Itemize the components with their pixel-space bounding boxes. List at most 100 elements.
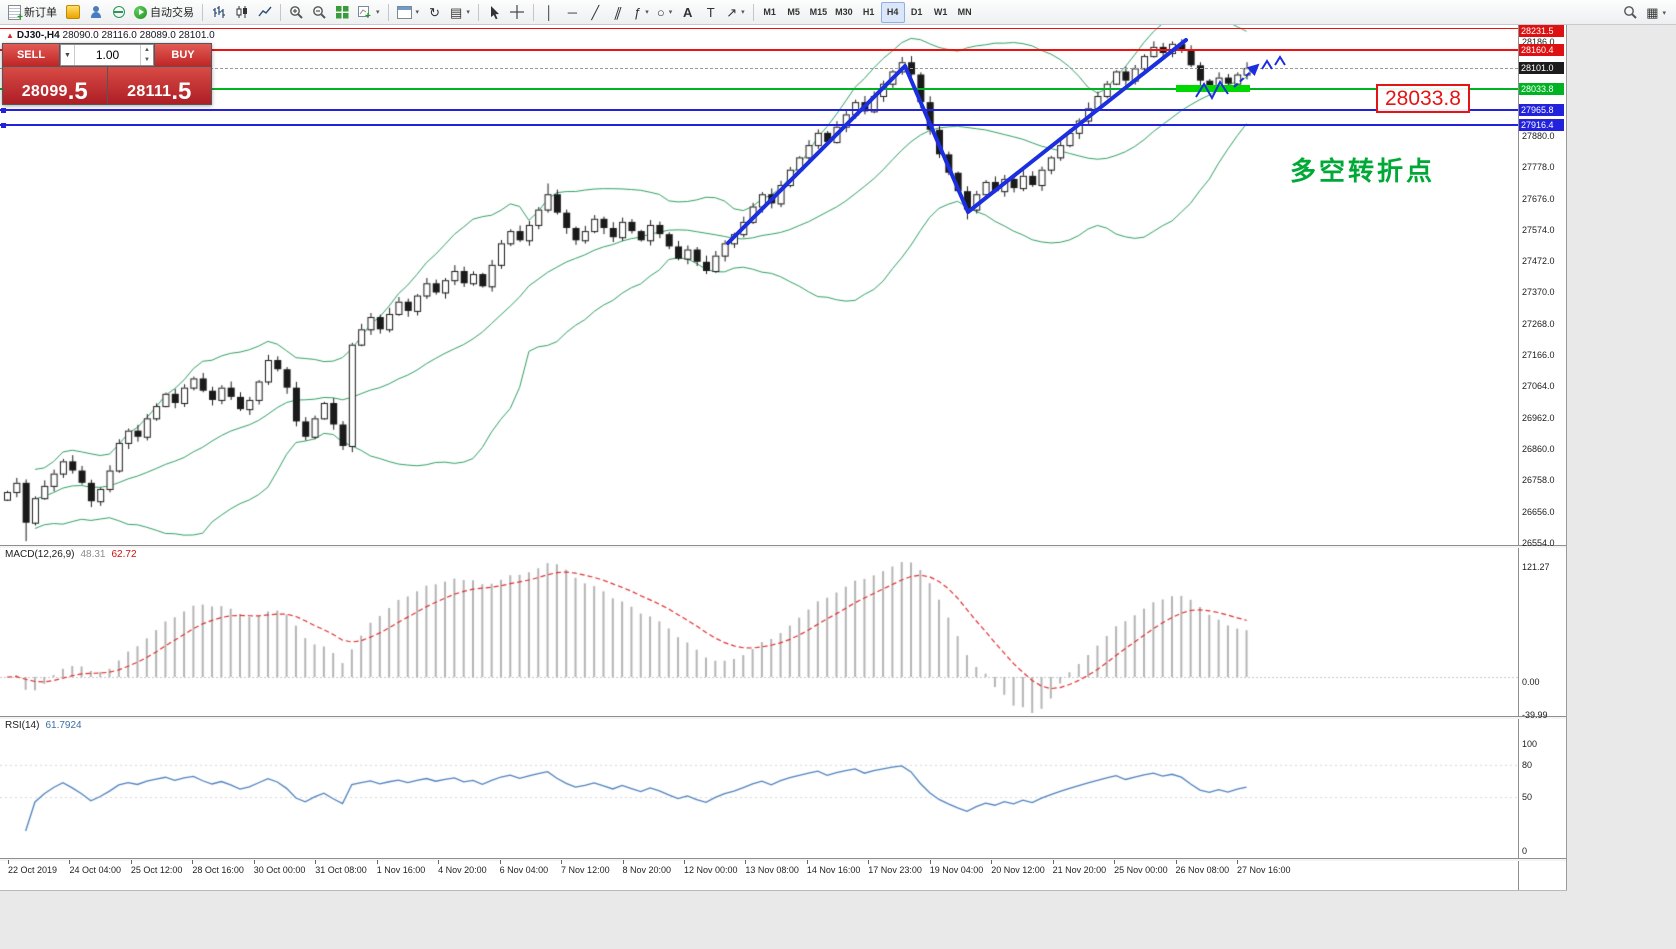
- time-axis[interactable]: [0, 860, 1566, 890]
- price-axis[interactable]: [1518, 25, 1566, 890]
- dropdown-caret-icon: ▾: [415, 9, 420, 16]
- timeframe-h1-button[interactable]: H1: [857, 2, 881, 23]
- rsi-indicator-label: RSI(14) 61.7924: [5, 720, 82, 731]
- new-chart-button[interactable]: ▾: [393, 2, 424, 23]
- text-label-tool-button[interactable]: T: [699, 2, 722, 23]
- lot-size-input[interactable]: [75, 45, 140, 65]
- auto-trading-button[interactable]: 自动交易: [130, 2, 198, 23]
- price-axis-label: 27472.0: [1522, 256, 1555, 267]
- time-axis-label: 8 Nov 20:00: [622, 865, 672, 875]
- templates-button[interactable]: ▤ ▾: [446, 2, 474, 23]
- text-tool-button[interactable]: A: [676, 2, 699, 23]
- hline-28231.5[interactable]: [0, 28, 1518, 29]
- price-chart-canvas[interactable]: [0, 25, 1518, 547]
- accounts-button[interactable]: [84, 2, 107, 23]
- timeframe-h4-button[interactable]: H4: [880, 1, 905, 23]
- time-axis-tick: [1237, 860, 1238, 864]
- charts-menu-button[interactable]: ▦ ▾: [1642, 2, 1670, 23]
- timeframe-m5-button[interactable]: M5: [782, 2, 806, 23]
- timeframe-m30-button[interactable]: M30: [831, 2, 857, 23]
- refresh-button[interactable]: ↻: [423, 2, 446, 23]
- crosshair-tool-button[interactable]: [506, 2, 529, 23]
- price-tag-27916.4: 27916.4: [1519, 118, 1564, 131]
- tile-windows-button[interactable]: [331, 2, 354, 23]
- hline-27916.4[interactable]: [0, 122, 1518, 128]
- macd-axis-label: 0.00: [1522, 677, 1540, 687]
- rsi-panel-divider[interactable]: [0, 716, 1566, 719]
- search-button[interactable]: [1619, 2, 1642, 23]
- refresh-icon: ↻: [429, 4, 440, 20]
- bar-chart-type-button[interactable]: [207, 2, 230, 23]
- timeframe-m1-button[interactable]: M1: [758, 2, 782, 23]
- lot-increase-button[interactable]: ▲: [144, 47, 150, 53]
- zoom-in-button[interactable]: [285, 2, 308, 23]
- macd-panel-divider[interactable]: [0, 545, 1566, 548]
- price-axis-label: 27370.0: [1522, 287, 1555, 298]
- cursor-tool-button[interactable]: [483, 2, 506, 23]
- timeframe-d1-button[interactable]: D1: [905, 2, 929, 23]
- price-axis-label: 26860.0: [1522, 444, 1555, 455]
- timeframe-w1-button[interactable]: W1: [929, 2, 953, 23]
- trendline-tool-button[interactable]: ╱: [584, 2, 607, 23]
- sell-price-panel[interactable]: 28099.5: [3, 67, 107, 104]
- toolbar-right-group: ▦ ▾: [1619, 2, 1670, 23]
- line-handle[interactable]: [1, 122, 6, 128]
- time-axis-label: 27 Nov 16:00: [1237, 865, 1291, 875]
- buy-price-panel[interactable]: 28111.5: [107, 67, 211, 105]
- time-axis-tick: [1175, 860, 1177, 864]
- community-button[interactable]: [107, 2, 130, 23]
- time-axis-divider[interactable]: [0, 858, 1566, 861]
- fibonacci-tool-button[interactable]: ƒ ▾: [630, 2, 653, 23]
- line-chart-type-button[interactable]: [253, 2, 276, 23]
- price-tag-28101.0: 28101.0: [1519, 62, 1564, 75]
- rsi-value: 61.7924: [45, 720, 82, 731]
- buy-price-fraction: .5: [171, 78, 192, 105]
- line-handle[interactable]: [1, 107, 6, 113]
- hline-28101[interactable]: [0, 68, 1518, 70]
- sell-button[interactable]: SELL: [3, 44, 59, 66]
- buy-button[interactable]: BUY: [155, 44, 211, 66]
- time-axis-tick: [499, 860, 501, 864]
- hline-27965.8[interactable]: [0, 107, 1518, 113]
- price-tag-28231.5: 28231.5: [1519, 25, 1564, 37]
- arrows-tool-button[interactable]: ↗ ▾: [722, 2, 748, 23]
- indicators-button[interactable]: + ▾: [354, 2, 384, 23]
- new-chart-icon: [396, 5, 412, 19]
- time-axis-tick: [69, 860, 71, 864]
- time-axis-label: 28 Oct 16:00: [192, 865, 244, 875]
- price-axis-label: 26554.0: [1522, 538, 1555, 548]
- timeframe-m15-button[interactable]: M15: [806, 2, 832, 23]
- candlestick-chart-type-button[interactable]: [230, 2, 253, 23]
- macd-canvas[interactable]: [0, 547, 1518, 716]
- vertical-line-tool-button[interactable]: │: [538, 2, 561, 23]
- chart-window: ▲ DJ30-,H4 28090.0 28116.0 28089.0 28101.…: [0, 25, 1567, 890]
- rsi-canvas[interactable]: [0, 718, 1518, 858]
- horizontal-line-icon: ─: [567, 4, 577, 20]
- new-order-button[interactable]: 新订单: [4, 2, 61, 23]
- fibonacci-icon: ƒ: [633, 4, 642, 20]
- channel-tool-button[interactable]: ∥: [607, 2, 630, 23]
- timeframe-mn-button[interactable]: MN: [953, 2, 977, 23]
- lot-decrease-button[interactable]: ▼: [144, 57, 150, 63]
- shapes-tool-button[interactable]: ○ ▾: [653, 2, 676, 23]
- horizontal-line-tool-button[interactable]: ─: [561, 2, 584, 23]
- macd-axis-label: 121.27: [1522, 562, 1550, 572]
- price-callout-label[interactable]: 28033.8: [1376, 84, 1470, 113]
- tile-grid-icon: [336, 5, 349, 18]
- candlestick-icon: [236, 6, 247, 18]
- hline-28160.4[interactable]: [0, 48, 1518, 51]
- zoom-out-icon: [313, 5, 326, 19]
- trendline-icon: ╱: [591, 4, 600, 20]
- zoom-out-button[interactable]: [308, 2, 331, 23]
- workspace-background: [0, 890, 1567, 949]
- crosshair-icon: [510, 5, 525, 19]
- timeframe-toolbar: M1 M5 M15 M30 H1 H4 D1 W1 MN: [758, 1, 977, 23]
- turning-point-text[interactable]: 多空转折点: [1290, 156, 1436, 186]
- price-axis-label: 27778.0: [1522, 162, 1555, 173]
- hline-28033.8[interactable]: [0, 87, 1518, 90]
- close-value: 28101.0: [178, 30, 215, 41]
- price-axis-label: 27166.0: [1522, 350, 1555, 361]
- metaeditor-button[interactable]: [61, 2, 84, 23]
- time-axis-label: 7 Nov 12:00: [561, 865, 610, 875]
- lot-preset-dropdown[interactable]: ▼: [61, 45, 75, 65]
